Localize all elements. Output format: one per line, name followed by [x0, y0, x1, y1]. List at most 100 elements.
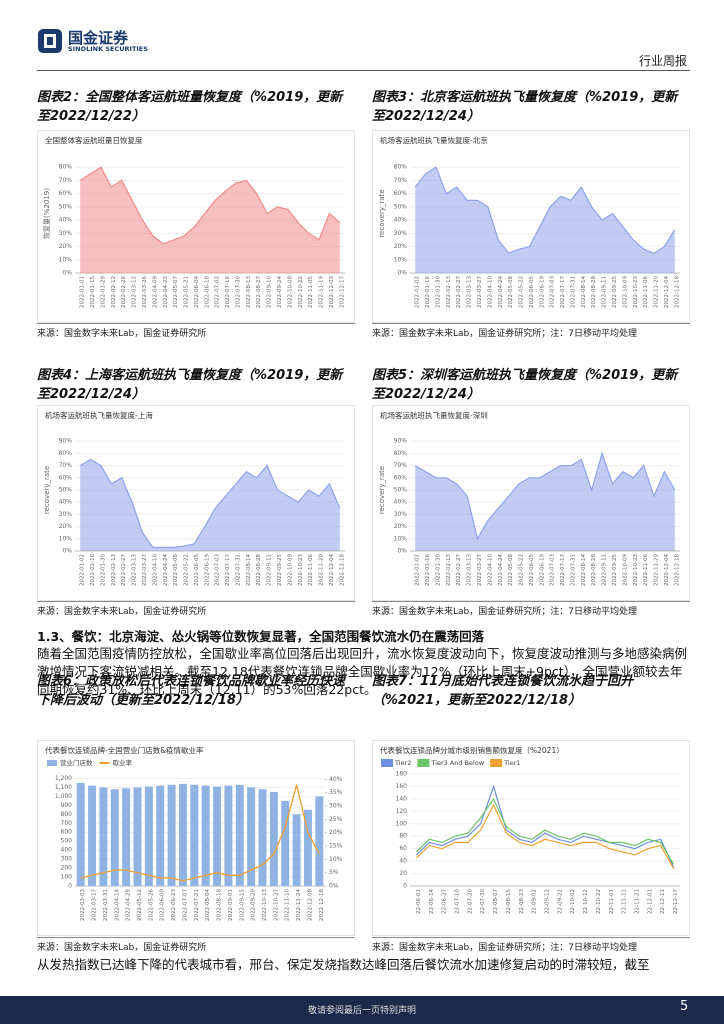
- y-tick-label: 10%: [59, 535, 73, 542]
- chart-title: 全国整体客运航班量日恢复度: [45, 135, 143, 145]
- y-tick-label: 0%: [329, 883, 339, 890]
- y-axis-label: 恢复量(%2019): [42, 188, 51, 239]
- y-tick-label: 10%: [329, 856, 343, 863]
- y-tick-label: 60%: [394, 190, 408, 197]
- x-tick-label: 2022-05-22: [184, 554, 190, 586]
- figure-source: 来源：国金数字未来Lab，国金证券研究所；注：7日移动平均处理: [372, 329, 637, 339]
- x-tick-label: 22-08-15: [506, 889, 512, 914]
- x-tick-label: 2022-04-28: [126, 889, 132, 921]
- y-tick-label: 60%: [59, 474, 73, 481]
- y-tick-label: 40: [399, 858, 407, 865]
- bar: [213, 786, 222, 886]
- y-tick-label: 70%: [59, 462, 73, 469]
- x-tick-label: 2022-06-23: [171, 889, 177, 921]
- x-tick-label: 22-07-30: [480, 889, 486, 914]
- y-tick-label: 800: [61, 811, 73, 818]
- x-tick-label: 2022-09-25: [612, 554, 618, 586]
- figure-title: 图表3：北京客运航班执飞量恢复度（%2019，更新至2022/12/24）: [372, 90, 678, 124]
- section-heading: 1.3、餐饮：北京海淀、怂火锅等位数恢复显著，全国范围餐饮流水仍在震荡回落: [37, 629, 485, 644]
- x-tick-label: 2022-12-04: [664, 554, 670, 586]
- line: [415, 803, 675, 869]
- y-tick-label: 70%: [394, 462, 408, 469]
- y-tick-label: 60: [399, 845, 407, 852]
- page-number: 5: [680, 999, 689, 1014]
- x-tick-label: 2022-06-04: [194, 276, 200, 308]
- y-tick-label: 120: [396, 808, 408, 815]
- x-tick-label: 2022-01-16: [90, 554, 96, 586]
- y-tick-label: 20%: [394, 523, 408, 530]
- x-tick-label: 22-12-11: [660, 889, 666, 914]
- x-tick-label: 2022-07-31: [570, 276, 576, 308]
- x-tick-label: 2022-12-18: [674, 276, 680, 308]
- x-tick-label: 2022-09-25: [612, 276, 618, 308]
- chart-title: 机场客运航班执飞量恢复度-上海: [45, 410, 153, 420]
- x-tick-label: 2022-03-27: [477, 276, 483, 308]
- chart-title: 机场客运航班执飞量恢复度-深圳: [380, 410, 488, 420]
- bar: [303, 809, 312, 886]
- x-tick-label: 22-08-23: [519, 889, 525, 914]
- x-tick-label: 2022-03-26: [142, 276, 148, 308]
- x-tick-label: 2022-09-01: [228, 889, 234, 921]
- y-tick-label: 10%: [394, 535, 408, 542]
- y-tick-label: 100: [61, 874, 73, 881]
- y-tick-label: 0%: [62, 270, 72, 277]
- x-tick-label: 2022-01-02: [80, 554, 86, 586]
- x-tick-label: 2022-03-13: [467, 276, 473, 308]
- figure-source: 来源：国金数字未来Lab，国金证券研究所: [37, 607, 207, 617]
- area-fill: [80, 459, 340, 551]
- bar: [76, 782, 85, 886]
- x-tick-label: 2022-02-13: [446, 276, 452, 308]
- x-tick-label: 2022-08-28: [591, 554, 597, 586]
- y-tick-label: 80%: [394, 164, 408, 171]
- x-tick-label: 2022-01-01: [80, 276, 86, 308]
- x-tick-label: 2022-07-17: [560, 276, 566, 308]
- y-tick-label: 25%: [329, 816, 343, 823]
- x-tick-label: 2022-11-24: [296, 889, 302, 921]
- area-fill: [415, 167, 675, 273]
- y-tick-label: 100: [396, 820, 408, 827]
- x-tick-label: 2022-04-10: [152, 554, 158, 586]
- bar: [269, 791, 278, 886]
- logo-icon: [38, 29, 62, 53]
- logo-en: SINOLINK SECURITIES: [68, 45, 148, 53]
- y-tick-label: 70%: [394, 177, 408, 184]
- x-tick-label: 2022-07-17: [225, 554, 231, 586]
- x-tick-label: 2022-11-20: [319, 554, 325, 586]
- x-tick-label: 2022-04-24: [163, 554, 169, 586]
- figure-title: 图表6：政策放松后代表连锁餐饮品牌歇业率经历快速下降后波动（更新至2022/12…: [37, 674, 346, 708]
- figure-source: 来源：国金数字未来Lab，国金证券研究所；注：7日移动平均处理: [372, 607, 637, 617]
- x-tick-label: 2022-06-18: [204, 276, 210, 308]
- y-tick-label: 35%: [329, 789, 343, 796]
- y-tick-label: 50%: [59, 203, 73, 210]
- y-tick-label: 80%: [59, 450, 73, 457]
- y-tick-label: 1,200: [55, 775, 72, 782]
- y-axis-label: recovery_rate: [378, 189, 386, 237]
- y-tick-label: 900: [61, 802, 73, 809]
- x-tick-label: 2022-03-27: [142, 554, 148, 586]
- y-tick-label: 60%: [59, 190, 73, 197]
- x-tick-label: 2022-06-19: [539, 276, 545, 308]
- x-tick-label: 2022-11-10: [285, 889, 291, 921]
- line: [80, 784, 320, 882]
- x-tick-label: 2022-04-10: [487, 276, 493, 308]
- x-tick-label: 2022-10-09: [622, 276, 628, 308]
- y-tick-label: 30%: [59, 511, 73, 518]
- x-tick-label: 2022-05-12: [137, 889, 143, 921]
- x-tick-label: 2022-01-30: [435, 554, 441, 586]
- y-axis-label: recovery_rate: [43, 466, 51, 514]
- y-tick-label: 40%: [394, 499, 408, 506]
- line: [415, 784, 675, 868]
- y-tick-label: 30%: [329, 803, 343, 810]
- bar: [201, 785, 210, 886]
- x-tick-label: 2022-07-07: [182, 889, 188, 921]
- x-tick-label: 2022-08-13: [246, 276, 252, 308]
- x-tick-label: 2022-12-18: [339, 554, 345, 586]
- x-tick-label: 2022-05-08: [508, 276, 514, 308]
- y-tick-label: 20%: [329, 829, 343, 836]
- x-tick-label: 2022-09-24: [277, 276, 283, 308]
- logo-cn: 国金证券: [68, 29, 129, 47]
- x-tick-label: 2022-06-19: [204, 554, 210, 586]
- legend-swatch: [417, 759, 430, 767]
- x-tick-label: 2022-10-09: [622, 554, 628, 586]
